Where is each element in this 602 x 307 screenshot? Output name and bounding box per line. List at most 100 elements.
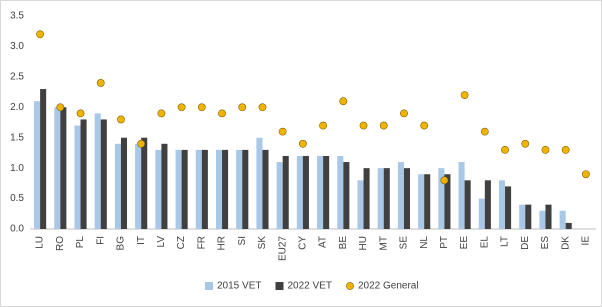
legend-swatch	[346, 282, 354, 290]
dot	[541, 145, 550, 154]
x-tick-label: AT	[318, 236, 329, 248]
bar	[296, 155, 303, 229]
bar	[418, 174, 425, 229]
x-tick-label: SI	[237, 236, 248, 245]
x-tick-label: BE	[338, 236, 349, 250]
dot	[379, 121, 388, 130]
dot	[339, 97, 348, 106]
dot	[197, 103, 206, 112]
dot	[581, 170, 590, 179]
bar	[343, 162, 350, 229]
bar	[74, 125, 81, 229]
x-tick-label: EL	[479, 236, 490, 249]
bar	[276, 162, 283, 229]
bar	[478, 198, 485, 229]
dot	[501, 145, 509, 154]
bar	[141, 137, 148, 229]
dot	[298, 139, 307, 148]
x-tick-label: CZ	[176, 236, 187, 249]
y-tick-label: 2.5	[10, 71, 24, 82]
legend-swatch	[205, 282, 213, 290]
bar	[484, 180, 491, 229]
dot	[218, 109, 226, 118]
bar	[519, 204, 526, 229]
y-tick-label: 1.5	[10, 132, 24, 143]
bar	[424, 174, 431, 229]
dot	[238, 103, 247, 112]
y-tick-label: 2.0	[10, 102, 24, 113]
x-tick-label: IT	[136, 236, 147, 245]
dot	[278, 127, 287, 136]
bar	[337, 155, 344, 229]
bar	[195, 149, 202, 229]
bar	[80, 119, 87, 229]
bar	[40, 89, 47, 230]
bar	[545, 204, 552, 229]
y-tick-label: 0.5	[10, 193, 24, 204]
bar	[565, 222, 572, 229]
x-tick-label: BG	[116, 236, 127, 251]
x-tick-label: PL	[75, 236, 86, 249]
bar	[383, 168, 390, 229]
bar	[54, 107, 61, 229]
bar	[135, 143, 142, 229]
bar	[363, 168, 370, 229]
x-tick-label: FR	[196, 236, 207, 249]
bar	[114, 143, 121, 229]
x-tick-label: LT	[500, 236, 511, 247]
legend-swatch	[275, 282, 284, 290]
bar	[317, 155, 324, 229]
y-tick-label: 1.0	[10, 163, 24, 174]
bar	[302, 155, 309, 229]
legend-label: 2015 VET	[217, 281, 261, 292]
bar	[505, 186, 512, 229]
y-tick-label: 3.0	[10, 41, 24, 52]
y-tick-label: 0.0	[10, 224, 24, 235]
x-tick-label: DK	[560, 236, 571, 250]
bar	[458, 162, 465, 229]
x-tick-label: ES	[540, 236, 551, 250]
y-tick-label: 3.5	[10, 11, 24, 22]
bar	[242, 149, 249, 229]
x-tick-label: LU	[35, 236, 46, 249]
dot	[117, 115, 125, 124]
dot	[177, 103, 186, 112]
x-tick-label: DE	[520, 236, 531, 250]
dot	[561, 145, 570, 154]
x-tick-label: SE	[399, 236, 410, 250]
legend-label: 2022 VET	[287, 281, 331, 292]
dot	[480, 127, 489, 136]
dot	[319, 121, 328, 130]
bar	[201, 149, 208, 229]
bar	[34, 101, 41, 229]
bar	[403, 168, 411, 229]
bar	[464, 180, 471, 229]
bar	[539, 210, 546, 229]
bar	[215, 149, 223, 229]
bar	[155, 149, 162, 229]
dot	[420, 121, 429, 130]
bar	[60, 107, 67, 229]
x-tick-label: CY	[298, 236, 309, 250]
x-tick-label: RO	[55, 236, 66, 251]
dot	[76, 109, 85, 118]
bar	[236, 149, 243, 229]
legend-label: 2022 General	[358, 281, 419, 292]
bar	[525, 204, 532, 229]
dot	[460, 91, 469, 100]
x-tick-label: EU27	[277, 236, 288, 261]
bar	[559, 210, 566, 229]
x-tick-label: MT	[378, 236, 389, 250]
bar	[377, 168, 384, 229]
bar	[262, 149, 269, 229]
bar	[94, 113, 101, 229]
dot	[36, 30, 45, 39]
x-tick-label: HU	[358, 236, 369, 250]
dot	[56, 103, 65, 112]
x-tick-label: SK	[257, 236, 268, 250]
x-tick-label: IE	[581, 236, 592, 246]
dot	[258, 103, 267, 112]
dot	[96, 79, 105, 87]
bar	[161, 143, 168, 229]
